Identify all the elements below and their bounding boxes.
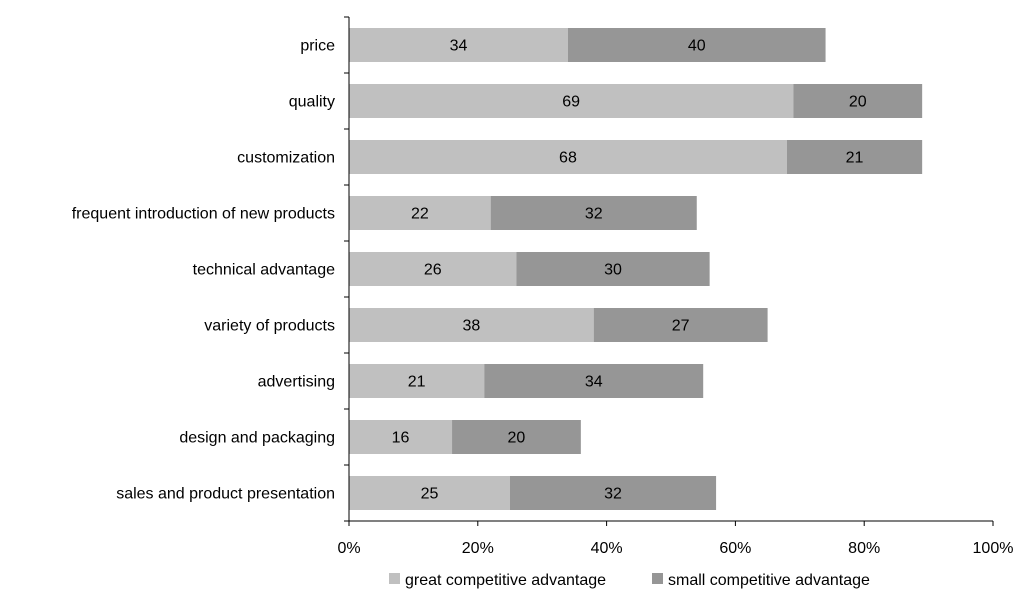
data-label: 22 (411, 206, 429, 223)
data-label: 34 (585, 374, 603, 391)
category-label: sales and product presentation (116, 486, 335, 503)
data-label: 21 (408, 374, 426, 391)
x-tick-label: 40% (591, 540, 623, 557)
data-label: 25 (421, 486, 439, 503)
data-label: 20 (508, 430, 526, 447)
legend-label: small competitive advantage (668, 572, 870, 589)
data-label: 34 (450, 38, 468, 55)
data-label: 30 (604, 262, 622, 279)
data-label: 69 (562, 94, 580, 111)
bar-segment (349, 28, 568, 62)
bar-segment (349, 252, 517, 286)
legend-label: great competitive advantage (405, 572, 606, 589)
category-label: technical advantage (193, 262, 335, 279)
bar-segment (516, 252, 710, 286)
data-label: 26 (424, 262, 442, 279)
bar-segment (349, 364, 485, 398)
data-label: 38 (462, 318, 480, 335)
data-label: 20 (849, 94, 867, 111)
category-label: customization (237, 150, 335, 167)
data-label: 32 (604, 486, 622, 503)
bar-segment (593, 308, 768, 342)
data-label: 27 (672, 318, 690, 335)
x-tick-label: 100% (973, 540, 1014, 557)
bar-segment (510, 476, 717, 510)
legend-swatch (652, 573, 663, 584)
bar-segment (349, 140, 787, 174)
bar-segment (452, 420, 581, 454)
x-tick-label: 20% (462, 540, 494, 557)
bars-layer (349, 28, 923, 510)
category-label: design and packaging (179, 430, 335, 447)
bar-segment (349, 420, 453, 454)
data-label: 68 (559, 150, 577, 167)
data-label: 21 (846, 150, 864, 167)
category-label: variety of products (204, 318, 335, 335)
category-label: price (300, 38, 335, 55)
axes-layer: price quality customization frequent introd… (72, 16, 1014, 557)
bar-segment (484, 364, 704, 398)
legend: great competitive advantage small competi… (389, 572, 870, 589)
data-label: 40 (688, 38, 706, 55)
legend-swatch (389, 573, 400, 584)
bar-segment (490, 196, 697, 230)
data-label: 32 (585, 206, 603, 223)
data-labels-layer: 34 40 69 20 68 21 22 32 26 30 38 27 21 34 16 20 25 32 (392, 38, 867, 503)
bar-segment (349, 84, 794, 118)
category-label: frequent introduction of new products (72, 206, 335, 223)
bar-segment (793, 84, 923, 118)
category-label: quality (289, 94, 335, 111)
bar-segment (567, 28, 826, 62)
x-tick-label: 60% (719, 540, 751, 557)
x-tick-label: 80% (848, 540, 880, 557)
bar-segment (349, 196, 491, 230)
bar-segment (786, 140, 923, 174)
bar-segment (349, 476, 510, 510)
x-tick-label: 0% (337, 540, 360, 557)
data-label: 16 (392, 430, 410, 447)
bar-segment (349, 308, 594, 342)
category-label: advertising (258, 374, 335, 391)
